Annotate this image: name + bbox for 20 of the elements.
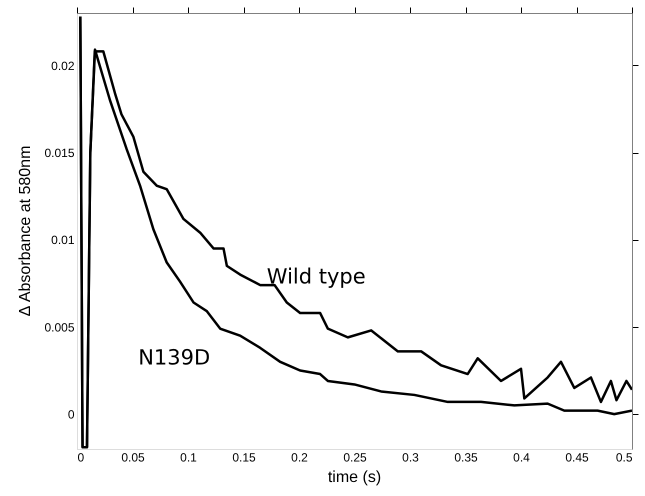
x-tick-label: 0.35 [454, 450, 478, 464]
x-tick-label: 0.25 [343, 450, 367, 464]
y-tick-label: 0.01 [51, 233, 75, 248]
x-tick-label: 0.4 [513, 450, 530, 464]
x-tick-label: 0.2 [291, 450, 308, 464]
x-tick-label: 0.05 [121, 450, 145, 464]
x-tick-label: 0.15 [232, 450, 256, 464]
series-label: Wild type [266, 264, 366, 289]
x-tick-label: 0.5 [616, 450, 633, 464]
y-tick-label: 0.005 [44, 320, 75, 334]
y-tick-label: 0 [68, 408, 75, 422]
y-axis-title: Δ Absorbance at 580nm [17, 146, 34, 316]
x-tick-label: 0.1 [180, 450, 198, 464]
x-tick-label: 0.3 [402, 450, 420, 464]
y-tick-label: 0.015 [44, 146, 75, 160]
y-tick-label: 0.02 [51, 58, 75, 73]
series-label: N139D [138, 346, 210, 370]
x-tick-label: 0 [78, 450, 84, 464]
x-tick-label: 0.45 [565, 450, 589, 464]
x-axis-title: time (s) [328, 469, 382, 486]
